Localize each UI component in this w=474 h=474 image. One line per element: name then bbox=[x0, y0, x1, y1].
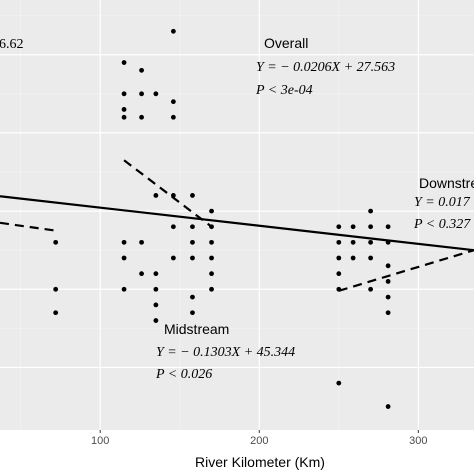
data-point bbox=[153, 286, 159, 292]
gridlines bbox=[0, 0, 474, 430]
data-point bbox=[209, 224, 214, 230]
data-point bbox=[153, 302, 159, 308]
data-point bbox=[350, 239, 356, 245]
data-point bbox=[170, 224, 176, 230]
data-point bbox=[209, 286, 214, 292]
upstream-equation-fragment: 26.62 bbox=[0, 37, 24, 52]
data-points bbox=[53, 28, 391, 409]
data-point bbox=[190, 239, 195, 245]
data-point bbox=[170, 99, 176, 105]
data-point bbox=[209, 208, 214, 214]
x-axis-ticks: 100 200 300 bbox=[91, 430, 428, 447]
data-point bbox=[121, 107, 127, 112]
data-point bbox=[139, 239, 144, 245]
data-point bbox=[153, 318, 159, 323]
overall-regression-line bbox=[0, 195, 474, 252]
data-point bbox=[385, 263, 391, 269]
overall-equation: Y = − 0.0206X + 27.563 bbox=[256, 60, 395, 75]
data-point bbox=[139, 271, 144, 277]
data-point bbox=[170, 28, 176, 34]
x-tick-label: 200 bbox=[250, 435, 268, 447]
data-point bbox=[121, 114, 127, 120]
data-point bbox=[139, 91, 144, 97]
data-point bbox=[350, 255, 356, 261]
data-point bbox=[121, 91, 127, 97]
data-point bbox=[385, 294, 391, 300]
data-point bbox=[190, 224, 195, 230]
data-point bbox=[121, 255, 127, 261]
data-point bbox=[190, 255, 195, 261]
midstream-p-value: P < 0.026 bbox=[155, 367, 212, 382]
data-point bbox=[139, 67, 144, 73]
data-point bbox=[336, 286, 342, 292]
data-point bbox=[139, 114, 144, 120]
downstream-p-value: P < 0.327 bbox=[413, 217, 471, 232]
data-point bbox=[385, 224, 391, 230]
midstream-equation: Y = − 0.1303X + 45.344 bbox=[156, 345, 295, 360]
data-point bbox=[153, 91, 159, 97]
data-point bbox=[121, 60, 127, 65]
data-point bbox=[385, 404, 391, 409]
data-point bbox=[121, 286, 127, 292]
data-point bbox=[170, 255, 176, 261]
data-point bbox=[350, 224, 356, 230]
overall-title: Overall bbox=[264, 35, 308, 51]
midstream-title: Midstream bbox=[164, 321, 229, 337]
data-point bbox=[53, 310, 59, 316]
data-point bbox=[368, 224, 374, 230]
data-point bbox=[190, 310, 195, 316]
downstream-regression-line bbox=[338, 249, 474, 292]
data-point bbox=[190, 294, 195, 300]
data-point bbox=[336, 224, 342, 230]
annotations: 26.62 Overall Y = − 0.0206X + 27.563 P <… bbox=[0, 35, 474, 382]
data-point bbox=[190, 193, 195, 198]
data-point bbox=[368, 255, 374, 261]
midstream-regression-line bbox=[123, 159, 213, 228]
data-point bbox=[170, 114, 176, 120]
data-point bbox=[336, 380, 342, 386]
data-point bbox=[209, 239, 214, 245]
data-point bbox=[121, 239, 127, 245]
data-point bbox=[385, 279, 391, 284]
data-point bbox=[385, 310, 391, 316]
data-point bbox=[368, 286, 374, 292]
downstream-title: Downstre bbox=[419, 175, 474, 191]
overall-p-value: P < 3e-04 bbox=[255, 83, 313, 98]
data-point bbox=[153, 193, 159, 198]
data-point bbox=[385, 239, 391, 245]
downstream-equation: Y = 0.017 bbox=[414, 195, 471, 210]
data-point bbox=[368, 208, 374, 214]
data-point bbox=[368, 239, 374, 245]
data-point bbox=[336, 271, 342, 277]
plot-panel bbox=[0, 0, 474, 430]
data-point bbox=[170, 193, 176, 198]
x-tick-label: 300 bbox=[409, 435, 427, 447]
data-point bbox=[153, 271, 159, 277]
data-point bbox=[336, 239, 342, 245]
upstream-regression-line bbox=[0, 221, 56, 232]
x-tick-label: 100 bbox=[91, 435, 109, 447]
data-point bbox=[336, 255, 342, 261]
regression-lines bbox=[0, 159, 474, 292]
data-point bbox=[209, 255, 214, 261]
x-axis-title: River Kilometer (Km) bbox=[195, 454, 325, 470]
data-point bbox=[209, 271, 214, 277]
data-point bbox=[53, 239, 59, 245]
data-point bbox=[53, 286, 59, 292]
